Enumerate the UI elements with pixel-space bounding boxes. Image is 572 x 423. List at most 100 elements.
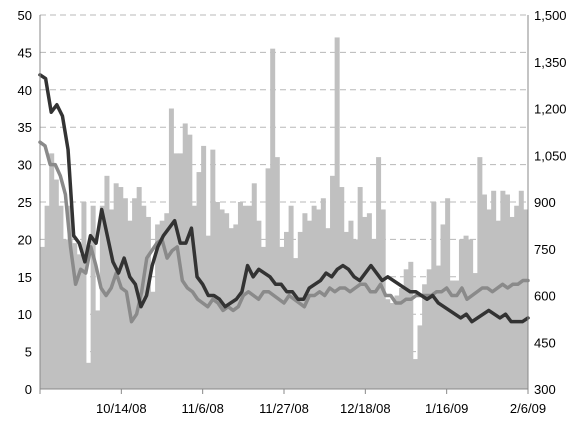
- bar: [95, 310, 101, 389]
- bar: [58, 205, 64, 389]
- series-line-dark: [38, 73, 530, 324]
- x-tick-label: 10/14/08: [96, 401, 147, 416]
- bar: [86, 362, 92, 389]
- bar: [214, 202, 220, 389]
- y-right-tick-label: 600: [534, 289, 556, 304]
- y-right-tick-label: 1,200: [534, 102, 567, 117]
- y-left-tick-label: 40: [18, 83, 32, 98]
- x-tick-label: 12/18/08: [340, 401, 391, 416]
- bar: [145, 216, 151, 389]
- bar: [274, 157, 280, 389]
- bar: [201, 145, 207, 389]
- bar: [210, 149, 216, 389]
- bar: [164, 213, 170, 389]
- bar: [504, 194, 510, 389]
- bar: [509, 216, 515, 389]
- bar: [150, 291, 156, 389]
- bar: [366, 213, 372, 389]
- y-left-tick-label: 20: [18, 232, 32, 247]
- bar: [256, 220, 262, 389]
- bar: [224, 213, 230, 389]
- bar: [458, 239, 464, 389]
- bar: [371, 239, 377, 389]
- y-right-tick-label: 1,500: [534, 8, 567, 23]
- bar: [63, 239, 69, 389]
- bar: [477, 157, 483, 389]
- bar: [247, 205, 253, 389]
- bar: [394, 295, 400, 389]
- x-tick-label: 11/6/08: [181, 401, 223, 416]
- bar: [279, 246, 285, 389]
- bar: [403, 269, 409, 389]
- bar: [284, 231, 289, 389]
- tick-labels: 0 5 10 15 20 25 30 35 40 45 50 300 450 600 750 900 1,050…: [18, 8, 567, 416]
- bar: [67, 205, 73, 389]
- bar: [468, 239, 474, 389]
- bar: [81, 202, 87, 389]
- bar: [293, 258, 299, 389]
- bar: [316, 209, 322, 389]
- bar: [136, 187, 142, 389]
- bar: [357, 187, 363, 389]
- bar: [168, 108, 174, 389]
- bar: [182, 123, 188, 390]
- bar: [205, 235, 211, 389]
- y-left-tick-label: 10: [18, 307, 32, 322]
- bar: [353, 239, 359, 389]
- bar: [472, 273, 478, 389]
- bar: [302, 213, 308, 389]
- y-left-tick-label: 25: [18, 195, 32, 210]
- x-tick-label: 1/16/09: [425, 401, 468, 416]
- bar: [362, 216, 368, 389]
- bar: [325, 228, 331, 389]
- y-left-tick-label: 45: [18, 45, 32, 60]
- bar: [155, 224, 161, 389]
- bar: [330, 175, 336, 389]
- y-right-tick-label: 1,350: [534, 55, 567, 70]
- bar: [265, 168, 271, 389]
- bar: [426, 269, 432, 389]
- bar: [307, 220, 313, 389]
- bar: [159, 220, 165, 389]
- x-tick-label: 11/27/08: [259, 401, 309, 416]
- line-series: [38, 73, 530, 324]
- y-left-tick-label: 15: [18, 270, 32, 285]
- y-right-tick-label: 450: [534, 335, 556, 350]
- bar: [334, 37, 340, 389]
- bar: [72, 243, 78, 389]
- bar: [445, 198, 451, 389]
- bar: [449, 280, 455, 389]
- bar: [109, 209, 115, 389]
- bar: [422, 284, 428, 389]
- y-right-tick-label: 300: [534, 382, 556, 397]
- bar: [260, 246, 266, 389]
- bar: [435, 265, 441, 389]
- bar: [408, 261, 414, 389]
- bar: [514, 205, 520, 389]
- bar: [311, 205, 317, 389]
- y-right-tick-label: 900: [534, 195, 556, 210]
- y-left-tick-label: 30: [18, 158, 32, 173]
- bar: [132, 198, 138, 389]
- bar: [90, 205, 96, 389]
- series-line-light: [38, 140, 530, 324]
- bar: [348, 220, 354, 389]
- bar: [463, 235, 469, 389]
- bar: [251, 183, 257, 389]
- bar: [44, 205, 50, 389]
- bar: [76, 254, 82, 389]
- bar: [454, 280, 460, 389]
- y-left-tick-label: 50: [18, 8, 32, 23]
- bar: [380, 209, 386, 389]
- bar: [49, 153, 55, 389]
- bar: [486, 209, 492, 389]
- bar: [399, 288, 405, 389]
- bar: [389, 302, 395, 389]
- y-right-tick-label: 1,050: [534, 148, 567, 163]
- bar: [481, 194, 487, 389]
- bar: [242, 205, 248, 389]
- bar: [297, 231, 303, 389]
- y-left-tick-label: 35: [18, 120, 32, 135]
